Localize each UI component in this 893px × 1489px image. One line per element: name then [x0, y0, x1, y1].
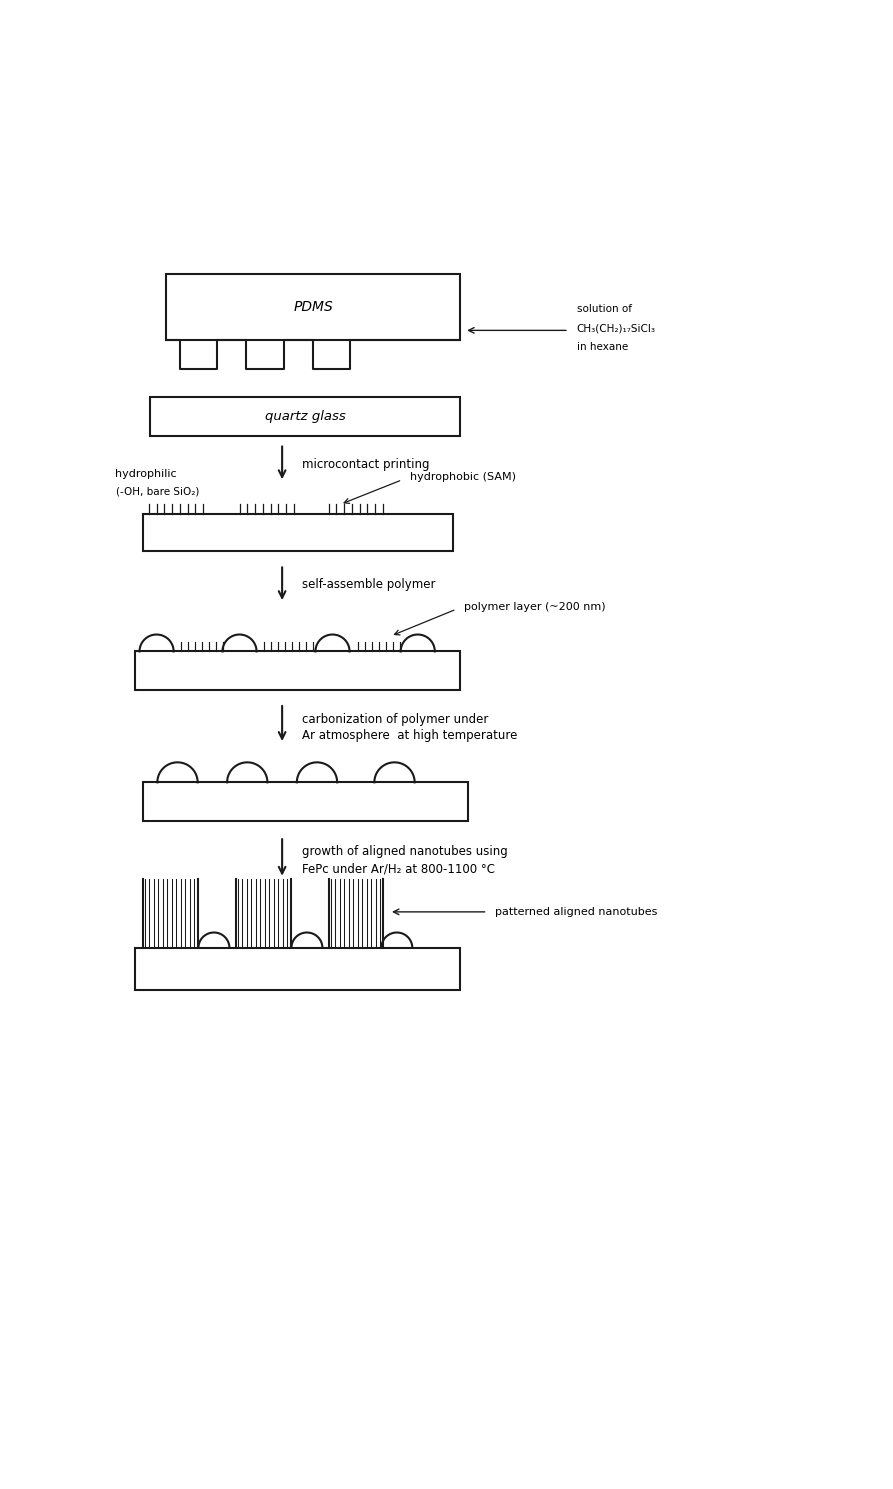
Text: carbonization of polymer under: carbonization of polymer under	[302, 713, 488, 725]
Text: PDMS: PDMS	[293, 299, 333, 314]
Bar	[143, 514, 453, 551]
Text: (-OH, bare SiO₂): (-OH, bare SiO₂)	[115, 487, 199, 496]
Bar	[150, 398, 461, 436]
Bar	[143, 782, 468, 820]
Text: hydrophilic: hydrophilic	[115, 469, 177, 479]
Bar	[135, 948, 461, 990]
Text: FePc under Ar/H₂ at 800-1100 °C: FePc under Ar/H₂ at 800-1100 °C	[302, 862, 495, 876]
Bar	[135, 652, 461, 689]
Text: Ar atmosphere  at high temperature: Ar atmosphere at high temperature	[302, 730, 517, 742]
Text: polymer layer (~200 nm): polymer layer (~200 nm)	[464, 602, 605, 612]
Bar	[166, 274, 461, 339]
Text: solution of: solution of	[577, 304, 631, 314]
Text: self-assemble polymer: self-assemble polymer	[302, 578, 435, 591]
Text: patterned aligned nanotubes: patterned aligned nanotubes	[496, 907, 657, 917]
Text: in hexane: in hexane	[577, 342, 628, 353]
Text: growth of aligned nanotubes using: growth of aligned nanotubes using	[302, 846, 507, 858]
Text: quartz glass: quartz glass	[265, 409, 346, 423]
Text: CH₃(CH₂)₁₇SiCl₃: CH₃(CH₂)₁₇SiCl₃	[577, 323, 655, 334]
Text: hydrophobic (SAM): hydrophobic (SAM)	[410, 472, 516, 482]
Text: microcontact printing: microcontact printing	[302, 457, 429, 471]
